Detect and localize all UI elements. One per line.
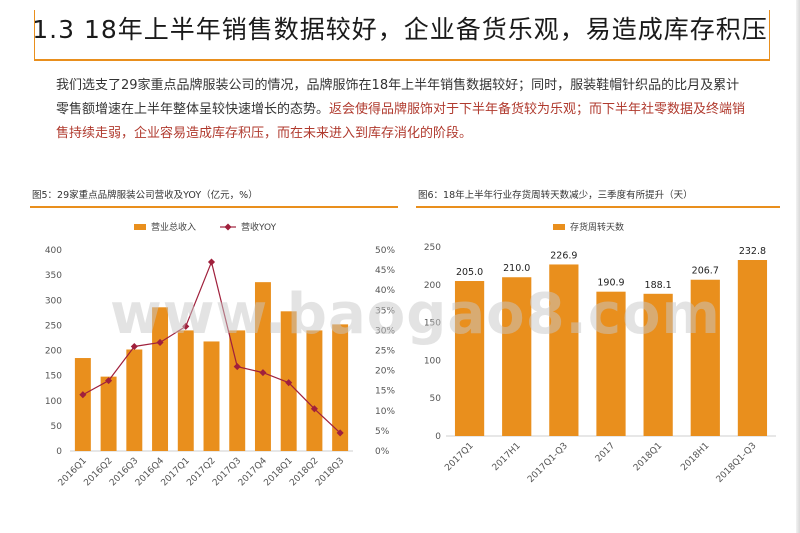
turnover-bar <box>690 279 720 436</box>
yoy-point <box>182 322 190 330</box>
turnover-bar <box>502 277 532 436</box>
y-left-tick-label: 0 <box>56 447 62 457</box>
revenue-bar <box>229 330 246 451</box>
legend-revenue-label: 营业总收入 <box>151 221 196 233</box>
y-right-tick-label: 10% <box>375 407 395 417</box>
x-tick-label: 2018Q3 <box>314 456 346 488</box>
yoy-point <box>79 391 87 399</box>
figure6-caption: 图6：18年上半年行业存货周转天数减少，三季度有所提升（天） <box>418 190 693 201</box>
slide-title: 1.3 18年上半年销售数据较好，企业备货乐观，易造成库存积压 <box>32 15 768 44</box>
data-label: 232.8 <box>739 246 766 257</box>
legend-yoy-marker <box>224 223 232 231</box>
figure6-rule <box>416 206 780 208</box>
yoy-point <box>233 363 241 371</box>
data-label: 226.9 <box>550 250 577 261</box>
y-left-tick-label: 300 <box>45 296 62 306</box>
y-left-tick-label: 200 <box>45 347 62 357</box>
revenue-bar <box>203 341 220 451</box>
y-tick-label: 200 <box>424 281 441 291</box>
x-tick-label: 2017Q1-Q3 <box>526 441 570 485</box>
legend-yoy-label: 营收YOY <box>241 221 277 233</box>
turnover-bar <box>737 260 768 436</box>
x-tick-label: 2018Q1-Q3 <box>715 441 759 485</box>
y-left-tick-label: 50 <box>51 422 63 432</box>
y-right-tick-label: 30% <box>375 326 395 336</box>
yoy-point <box>336 429 344 437</box>
y-tick-label: 250 <box>424 243 441 253</box>
data-label: 210.0 <box>503 263 530 274</box>
y-right-tick-label: 25% <box>375 347 395 357</box>
yoy-point <box>156 338 164 346</box>
turnover-bar <box>454 281 485 436</box>
paragraph-normal-text: 我们选支了29家重点品牌服装公司的情况，品牌服饰在18年上半年销售数据较好；同时… <box>56 78 740 117</box>
y-right-tick-label: 20% <box>375 367 395 377</box>
inventory-turnover-chart: 0 50 100 150 200 250 205.0 210.0 226.9 190.9 188.1… <box>424 221 776 485</box>
y-tick-label: 0 <box>435 432 441 442</box>
y-right-tick-label: 5% <box>375 427 390 437</box>
turnover-bar <box>643 293 673 436</box>
page-edge-shadow <box>796 0 800 533</box>
revenue-bar <box>126 349 143 451</box>
turnover-bar <box>549 264 579 436</box>
revenue-bar <box>254 282 271 451</box>
y-right-tick-label: 50% <box>375 246 395 256</box>
y-left-tick-label: 100 <box>45 397 62 407</box>
title-left-border <box>34 10 35 60</box>
revenue-bar <box>177 330 194 451</box>
x-tick-label: 2017H1 <box>491 441 523 473</box>
y-right-tick-label: 45% <box>375 266 395 276</box>
revenue-bar <box>306 330 323 451</box>
x-tick-label: 2018H1 <box>679 441 711 473</box>
y-left-tick-label: 250 <box>45 321 62 331</box>
y-tick-label: 50 <box>430 394 442 404</box>
figure5-rule <box>30 206 398 208</box>
y-right-tick-label: 35% <box>375 306 395 316</box>
y-right-tick-label: 40% <box>375 286 395 296</box>
x-tick-label: 2017Q1 <box>443 441 475 473</box>
legend-swatch <box>553 224 565 230</box>
data-label: 205.0 <box>456 267 483 278</box>
y-left-tick-label: 150 <box>45 372 62 382</box>
revenue-bar <box>74 358 91 451</box>
data-label: 190.9 <box>597 278 624 289</box>
legend-revenue-swatch <box>134 224 146 230</box>
revenue-yoy-chart: 0 50 100 150 200 250 300 350 400 0% 5% 10% 15% 20% 25%… <box>45 221 396 488</box>
x-tick-label: 2017 <box>594 441 617 464</box>
yoy-point <box>285 379 293 387</box>
paragraph-highlight-text: 返会使得品牌服饰对于下半年备货较为乐观；而下半年社零数据及终端销售持续走弱，企业… <box>56 102 746 141</box>
yoy-point <box>105 377 113 385</box>
y-right-tick-label: 0% <box>375 447 390 457</box>
turnover-bar <box>596 291 626 436</box>
body-paragraph: 我们选支了29家重点品牌服装公司的情况，品牌服饰在18年上半年销售数据较好；同时… <box>56 74 746 146</box>
title-underline <box>34 59 770 61</box>
revenue-bar <box>100 376 117 451</box>
y-tick-label: 100 <box>424 356 441 366</box>
revenue-bar <box>332 324 349 451</box>
yoy-point <box>207 258 216 266</box>
data-label: 206.7 <box>692 266 719 277</box>
title-right-border <box>769 10 770 60</box>
data-label: 188.1 <box>645 280 672 291</box>
figure5-caption: 图5：29家重点品牌服装公司营收及YOY（亿元，%） <box>32 190 258 201</box>
x-tick-label: 2018Q1 <box>632 441 664 473</box>
revenue-bar <box>152 307 169 451</box>
yoy-point <box>310 405 318 413</box>
y-tick-label: 150 <box>424 319 441 329</box>
y-left-tick-label: 400 <box>45 246 62 256</box>
y-right-tick-label: 15% <box>375 387 395 397</box>
legend-label: 存货周转天数 <box>570 221 624 233</box>
y-left-tick-label: 350 <box>45 271 62 281</box>
